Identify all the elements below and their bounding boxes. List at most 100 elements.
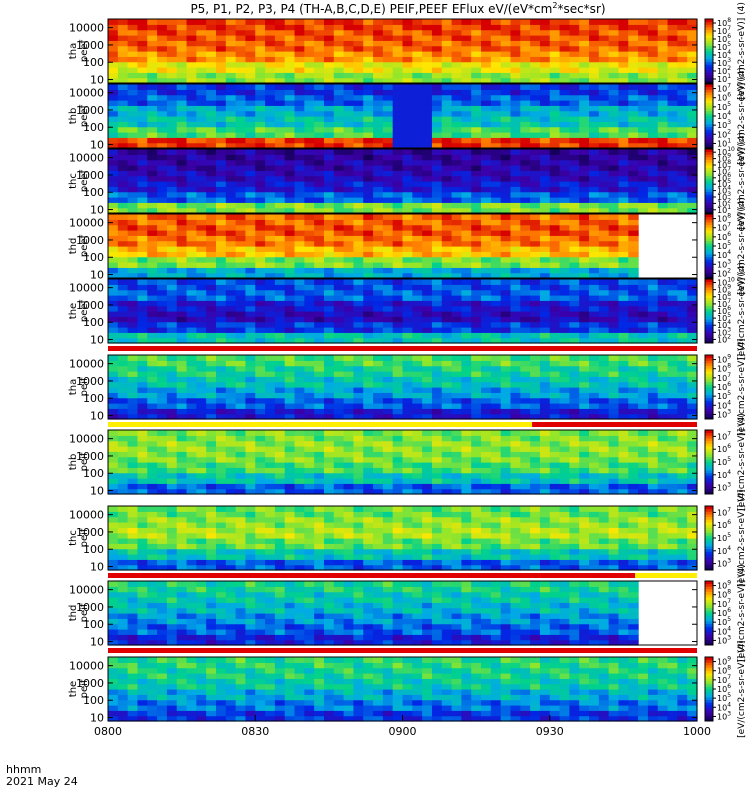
panel-label: thdpeef — [68, 234, 90, 257]
colorbar-tick-label: 102 — [717, 197, 731, 208]
colorbar-tick-label: 107 — [717, 430, 731, 441]
y-tick-label: 10000 — [69, 282, 104, 295]
panel-label: thdpeif — [68, 603, 90, 622]
colorbar-tick-label: 107 — [717, 298, 731, 309]
time-axis-caption: hhmm — [6, 763, 41, 776]
colorbar-tick-label: 1010 — [717, 277, 735, 288]
colorbar-tick-label: 105 — [717, 101, 731, 112]
colorbar-tick-label: 109 — [717, 153, 731, 164]
colorbar-tick-label: 105 — [717, 41, 731, 52]
colorbar-tick-label: 106 — [717, 231, 731, 242]
x-tick-label: 0900 — [389, 725, 417, 738]
spectrogram-image — [108, 149, 698, 214]
colorbar-label: [eV/(cm2-s-sr-eV)] (4) — [737, 640, 747, 738]
colorbar-tick-label: 105 — [717, 456, 731, 467]
plot-frame — [107, 580, 698, 646]
panel-label: thepeef — [68, 299, 90, 322]
y-tick-label: 10 — [90, 561, 104, 574]
y-tick-label: 1000 — [76, 677, 104, 690]
quality-flag-bar — [108, 573, 697, 578]
panel-label: thepeif — [68, 679, 90, 698]
colorbar-tick-label: 103 — [717, 710, 731, 721]
quality-flag-bar — [108, 422, 697, 427]
y-tick-label: 100 — [83, 56, 104, 69]
colorbar-label: [eV/(cm2-s-sr-eV)] (4) — [737, 413, 747, 511]
plot-frame — [107, 148, 698, 214]
time-axis: 0800 0830 0900 0930 1000 — [94, 715, 711, 738]
y-tick-label: 10 — [90, 712, 104, 725]
y-tick-label: 10000 — [69, 584, 104, 597]
colorbar-tick-label: 106 — [717, 381, 731, 392]
y-tick-label: 10 — [90, 204, 104, 217]
colorbar-tick-label: 104 — [717, 185, 731, 196]
colorbar-tick-label: 104 — [717, 49, 731, 60]
colorbar-tick-label: 102 — [717, 128, 731, 139]
x-tick-label: 0800 — [94, 725, 122, 738]
panel-label: thapeif — [68, 377, 90, 396]
colorbar-tick-label: 104 — [717, 469, 731, 480]
colorbar-label: [eV/(cm2-s-sr-eV)] (4) — [737, 197, 747, 295]
y-tick-label: 1000 — [76, 104, 104, 117]
y-tick-label: 100 — [83, 618, 104, 631]
colorbar-tick-label: 103 — [717, 119, 731, 130]
colorbar-tick-label: 107 — [717, 83, 731, 94]
colorbar-tick-label: 103 — [717, 191, 731, 202]
y-tick-label: 10000 — [69, 87, 104, 100]
colorbar: 103 104 105 106 107 — [704, 505, 731, 571]
colorbar-tick-label: 106 — [717, 33, 731, 44]
y-tick-label: 1000 — [76, 234, 104, 247]
panel-label: thcpeif — [68, 528, 90, 547]
colorbar-tick-label: 106 — [717, 92, 731, 103]
colorbar-tick-label: 102 — [717, 65, 731, 76]
panel-stack: 10100100010000thapeef1011021031041051061… — [68, 2, 747, 738]
spectrogram-image — [108, 19, 698, 84]
panel-thc-peif: 10 100 1000 10000 thcpeif 103 104 105 106 107 [eV/… — [68, 489, 747, 587]
plot-frame — [107, 429, 698, 495]
y-tick-label: 1000 — [76, 601, 104, 614]
y-tick-label: 100 — [83, 316, 104, 329]
colorbar-tick-label: 101 — [717, 73, 731, 84]
panel-thd-peef: 10100100010000thdpeef1021031041051061071… — [68, 197, 747, 295]
y-tick-label: 1000 — [76, 39, 104, 52]
y-tick-label: 10000 — [69, 152, 104, 165]
plot-frame — [107, 18, 698, 84]
colorbar-tick-label: 104 — [717, 319, 731, 330]
colorbar-tick-label: 1010 — [717, 146, 735, 157]
colorbar-tick-label: 105 — [717, 692, 731, 703]
colorbar-tick-label: 108 — [717, 213, 731, 224]
figure-title: P5, P1, P2, P3, P4 (TH-A,B,C,D,E) PEIF,P… — [190, 1, 605, 16]
colorbar-tick-label: 107 — [717, 222, 731, 233]
spectrogram-image — [108, 214, 639, 279]
y-tick-label: 1000 — [76, 299, 104, 312]
y-tick-label: 1000 — [76, 375, 104, 388]
y-tick-label: 100 — [83, 392, 104, 405]
y-tick-label: 10 — [90, 410, 104, 423]
y-tick-label: 10000 — [69, 509, 104, 522]
colorbar-tick-label: 107 — [717, 506, 731, 517]
colorbar-tick-label: 105 — [717, 390, 731, 401]
quality-flag-bar — [108, 648, 697, 653]
y-tick-label: 10 — [90, 636, 104, 649]
colorbar-tick-label: 107 — [717, 25, 731, 36]
spectrogram-image — [108, 657, 698, 722]
colorbar-label: [eV/(cm2-s-sr-eV)] (4) — [737, 262, 747, 360]
colorbar-label: [eV/(cm2-s-sr-eV)] (4) — [737, 2, 747, 100]
y-tick-label: 10 — [90, 74, 104, 87]
plot-frame — [107, 505, 698, 571]
colorbar-tick-label: 104 — [717, 110, 731, 121]
y-tick-label: 10 — [90, 139, 104, 152]
y-tick-label: 10000 — [69, 660, 104, 673]
colorbar-label: [eV/(cm2-s-sr-eV)] (4) — [737, 67, 747, 165]
colorbar-tick-label: 101 — [717, 137, 731, 148]
spectrogram-image — [108, 506, 698, 571]
panel-label: thapeef — [68, 39, 90, 62]
colorbar-tick-label: 109 — [717, 580, 731, 591]
colorbar-tick-label: 106 — [717, 519, 731, 530]
colorbar-label: [eV/(cm2-s-sr-eV)] (4) — [737, 132, 747, 230]
colorbar-tick-label: 107 — [717, 674, 731, 685]
y-tick-label: 10000 — [69, 358, 104, 371]
spectrogram-image — [108, 581, 639, 646]
colorbar-tick-label: 101 — [717, 204, 731, 215]
